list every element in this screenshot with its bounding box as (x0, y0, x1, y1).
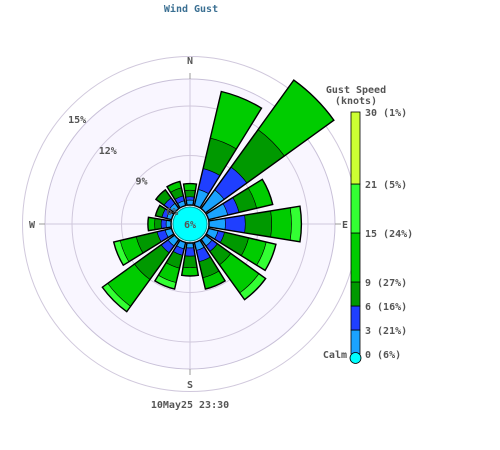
calm-circle (172, 206, 208, 242)
legend-title: Gust Speed (knots) (318, 85, 394, 107)
legend-entry-0: 0 (6%) (365, 350, 401, 361)
legend-swatch-0-3 (350, 329, 361, 355)
legend-entry-6: 6 (16%) (365, 302, 407, 313)
sector-e (207, 205, 303, 243)
legend-entry-30: 30 (1%) (365, 108, 407, 119)
labels-group: 6% 9% 12% 15% N E S W (29, 56, 348, 391)
sector-outline (200, 79, 335, 214)
sector-outline (147, 216, 173, 232)
sector-outline (112, 227, 175, 267)
compass-label-n: N (187, 56, 193, 67)
sector-outline (193, 239, 227, 290)
sector-ese (205, 227, 277, 272)
sector-outline (182, 182, 198, 207)
sector-wsw (112, 227, 175, 267)
legend-title-line-1: Gust Speed (325, 85, 387, 96)
legend-group: Calm 30 (1%) 21 (5%) 15 (24%) 9 (27%) 6 (16%)… (323, 108, 413, 364)
sector-outline (154, 188, 180, 214)
compass-label-s: S (187, 380, 193, 391)
sector-outline (154, 204, 175, 221)
sector-s-bin-3 (181, 266, 199, 277)
legend-swatch-3-6 (350, 305, 361, 331)
sector-n-bin-1 (185, 196, 195, 201)
sector-sse (193, 239, 227, 290)
sector-ssw (153, 239, 187, 290)
ring-label-12: 12% (99, 146, 117, 157)
sector-outline (207, 205, 303, 243)
legend-entry-9: 9 (27%) (365, 278, 407, 289)
sector-wnw (154, 204, 175, 221)
chart-title: Wind Gust (163, 4, 219, 15)
sector-se (200, 234, 267, 301)
sector-outline (200, 234, 267, 301)
sector-outline (180, 241, 200, 277)
legend-swatch-9-15 (350, 232, 361, 283)
sector-outline (205, 178, 274, 221)
sector-e-bin-4 (289, 205, 302, 243)
legend-entry-21: 21 (5%) (365, 180, 407, 191)
compass-label-e: E (342, 220, 348, 231)
sector-nw (154, 188, 180, 214)
sector-w-bin-3 (147, 216, 156, 232)
ring-label-15: 15% (68, 115, 86, 126)
sector-ne (200, 79, 335, 214)
sector-n-bin-3 (183, 183, 197, 191)
legend-swatch-15-21 (350, 183, 361, 234)
sector-w-bin-2 (154, 217, 162, 231)
sector-outline (193, 90, 263, 209)
sector-nne (193, 90, 263, 209)
sector-sw (101, 234, 180, 313)
sector-e-bin-3 (270, 207, 292, 241)
sector-outline (166, 180, 187, 209)
sectors-group: 6% (101, 79, 335, 313)
compass-label-w: W (29, 220, 36, 231)
legend-entry-3: 3 (21%) (365, 326, 407, 337)
calm-center-label: 6% (184, 220, 196, 231)
legend-calm-marker (349, 352, 362, 364)
sector-n (182, 182, 198, 207)
legend-swatch-21-30 (350, 111, 361, 185)
sector-w-bin-1 (160, 219, 167, 229)
sector-w (147, 216, 173, 232)
ring-label-9: 9% (135, 177, 147, 188)
legend-title-line-2: (knots) (334, 96, 378, 107)
sector-s (180, 241, 200, 277)
sector-outline (205, 227, 277, 272)
sector-nnw (166, 180, 187, 209)
ring-label-6: 6% (166, 207, 178, 218)
legend-entry-15: 15 (24%) (365, 229, 413, 240)
sector-outline (153, 239, 187, 290)
timestamp: 10May25 23:30 (150, 400, 230, 411)
legend-swatch-6-9 (350, 281, 361, 307)
sector-n-bin-2 (184, 189, 196, 198)
sector-outline (101, 234, 180, 313)
sector-ene (205, 178, 274, 221)
legend-calm-label: Calm (323, 350, 347, 361)
